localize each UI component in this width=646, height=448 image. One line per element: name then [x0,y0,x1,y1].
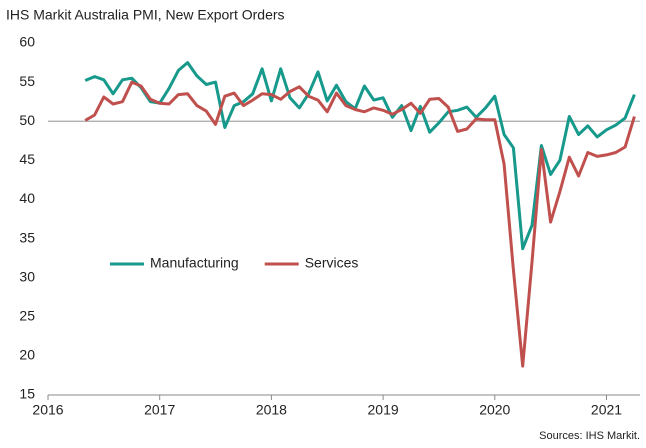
y-tick-label: 20 [19,347,35,363]
y-tick-label: 50 [19,112,35,128]
x-tick-label: 2020 [479,402,510,418]
x-tick-label: 2019 [368,402,399,418]
y-tick-label: 30 [19,268,35,284]
legend-label: Services [305,255,359,271]
y-tick-label: 55 [19,73,35,89]
source-note: Sources: IHS Markit. [539,430,640,442]
y-tick-label: 15 [19,386,35,402]
y-tick-label: 40 [19,190,35,206]
chart-title: IHS Markit Australia PMI, New Export Ord… [6,7,285,23]
x-tick-label: 2021 [591,402,622,418]
x-tick-label: 2016 [32,402,63,418]
x-tick-label: 2018 [256,402,287,418]
y-tick-label: 35 [19,229,35,245]
legend-label: Manufacturing [150,255,239,271]
x-tick-label: 2017 [144,402,175,418]
series-line [84,80,636,368]
y-tick-label: 60 [19,34,35,50]
y-tick-label: 25 [19,307,35,323]
y-tick-label: 45 [19,151,35,167]
